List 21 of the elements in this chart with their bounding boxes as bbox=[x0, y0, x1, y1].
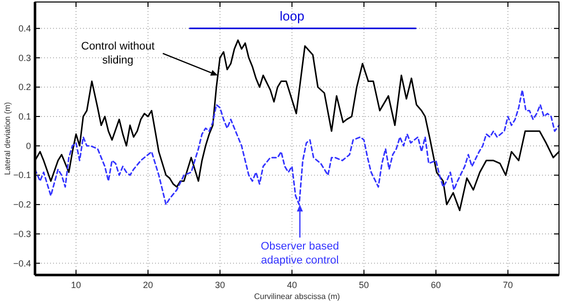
y-tick-label: 0 bbox=[26, 140, 31, 151]
y-tick-label: 0.4 bbox=[18, 23, 31, 34]
y-tick-label: −0.1 bbox=[13, 170, 31, 180]
y-tick-label: −0.4 bbox=[13, 258, 31, 268]
y-axis-title: Lateral deviation (m) bbox=[3, 102, 12, 175]
y-tick-label: 0.3 bbox=[18, 52, 31, 63]
annotation: Observer based adaptive control bbox=[260, 240, 340, 267]
x-tick-label: 10 bbox=[71, 280, 82, 290]
y-tick-label: 0.1 bbox=[18, 111, 31, 122]
y-tick-label: −0.2 bbox=[13, 200, 31, 210]
annotation: Control without sliding bbox=[81, 40, 155, 66]
x-tick-label: 20 bbox=[143, 280, 154, 290]
x-tick-label: 30 bbox=[214, 280, 225, 290]
x-tick-label: 40 bbox=[286, 280, 297, 290]
x-tick-label: 70 bbox=[502, 280, 513, 290]
y-tick-label: 0.2 bbox=[18, 82, 31, 92]
x-axis-title: Curvilinear abscissa (m) bbox=[254, 292, 340, 301]
x-tick-label: 50 bbox=[358, 280, 369, 290]
series-label: loop bbox=[280, 8, 304, 24]
x-tick-label: 60 bbox=[430, 280, 441, 290]
y-tick-label: −0.3 bbox=[13, 228, 31, 239]
